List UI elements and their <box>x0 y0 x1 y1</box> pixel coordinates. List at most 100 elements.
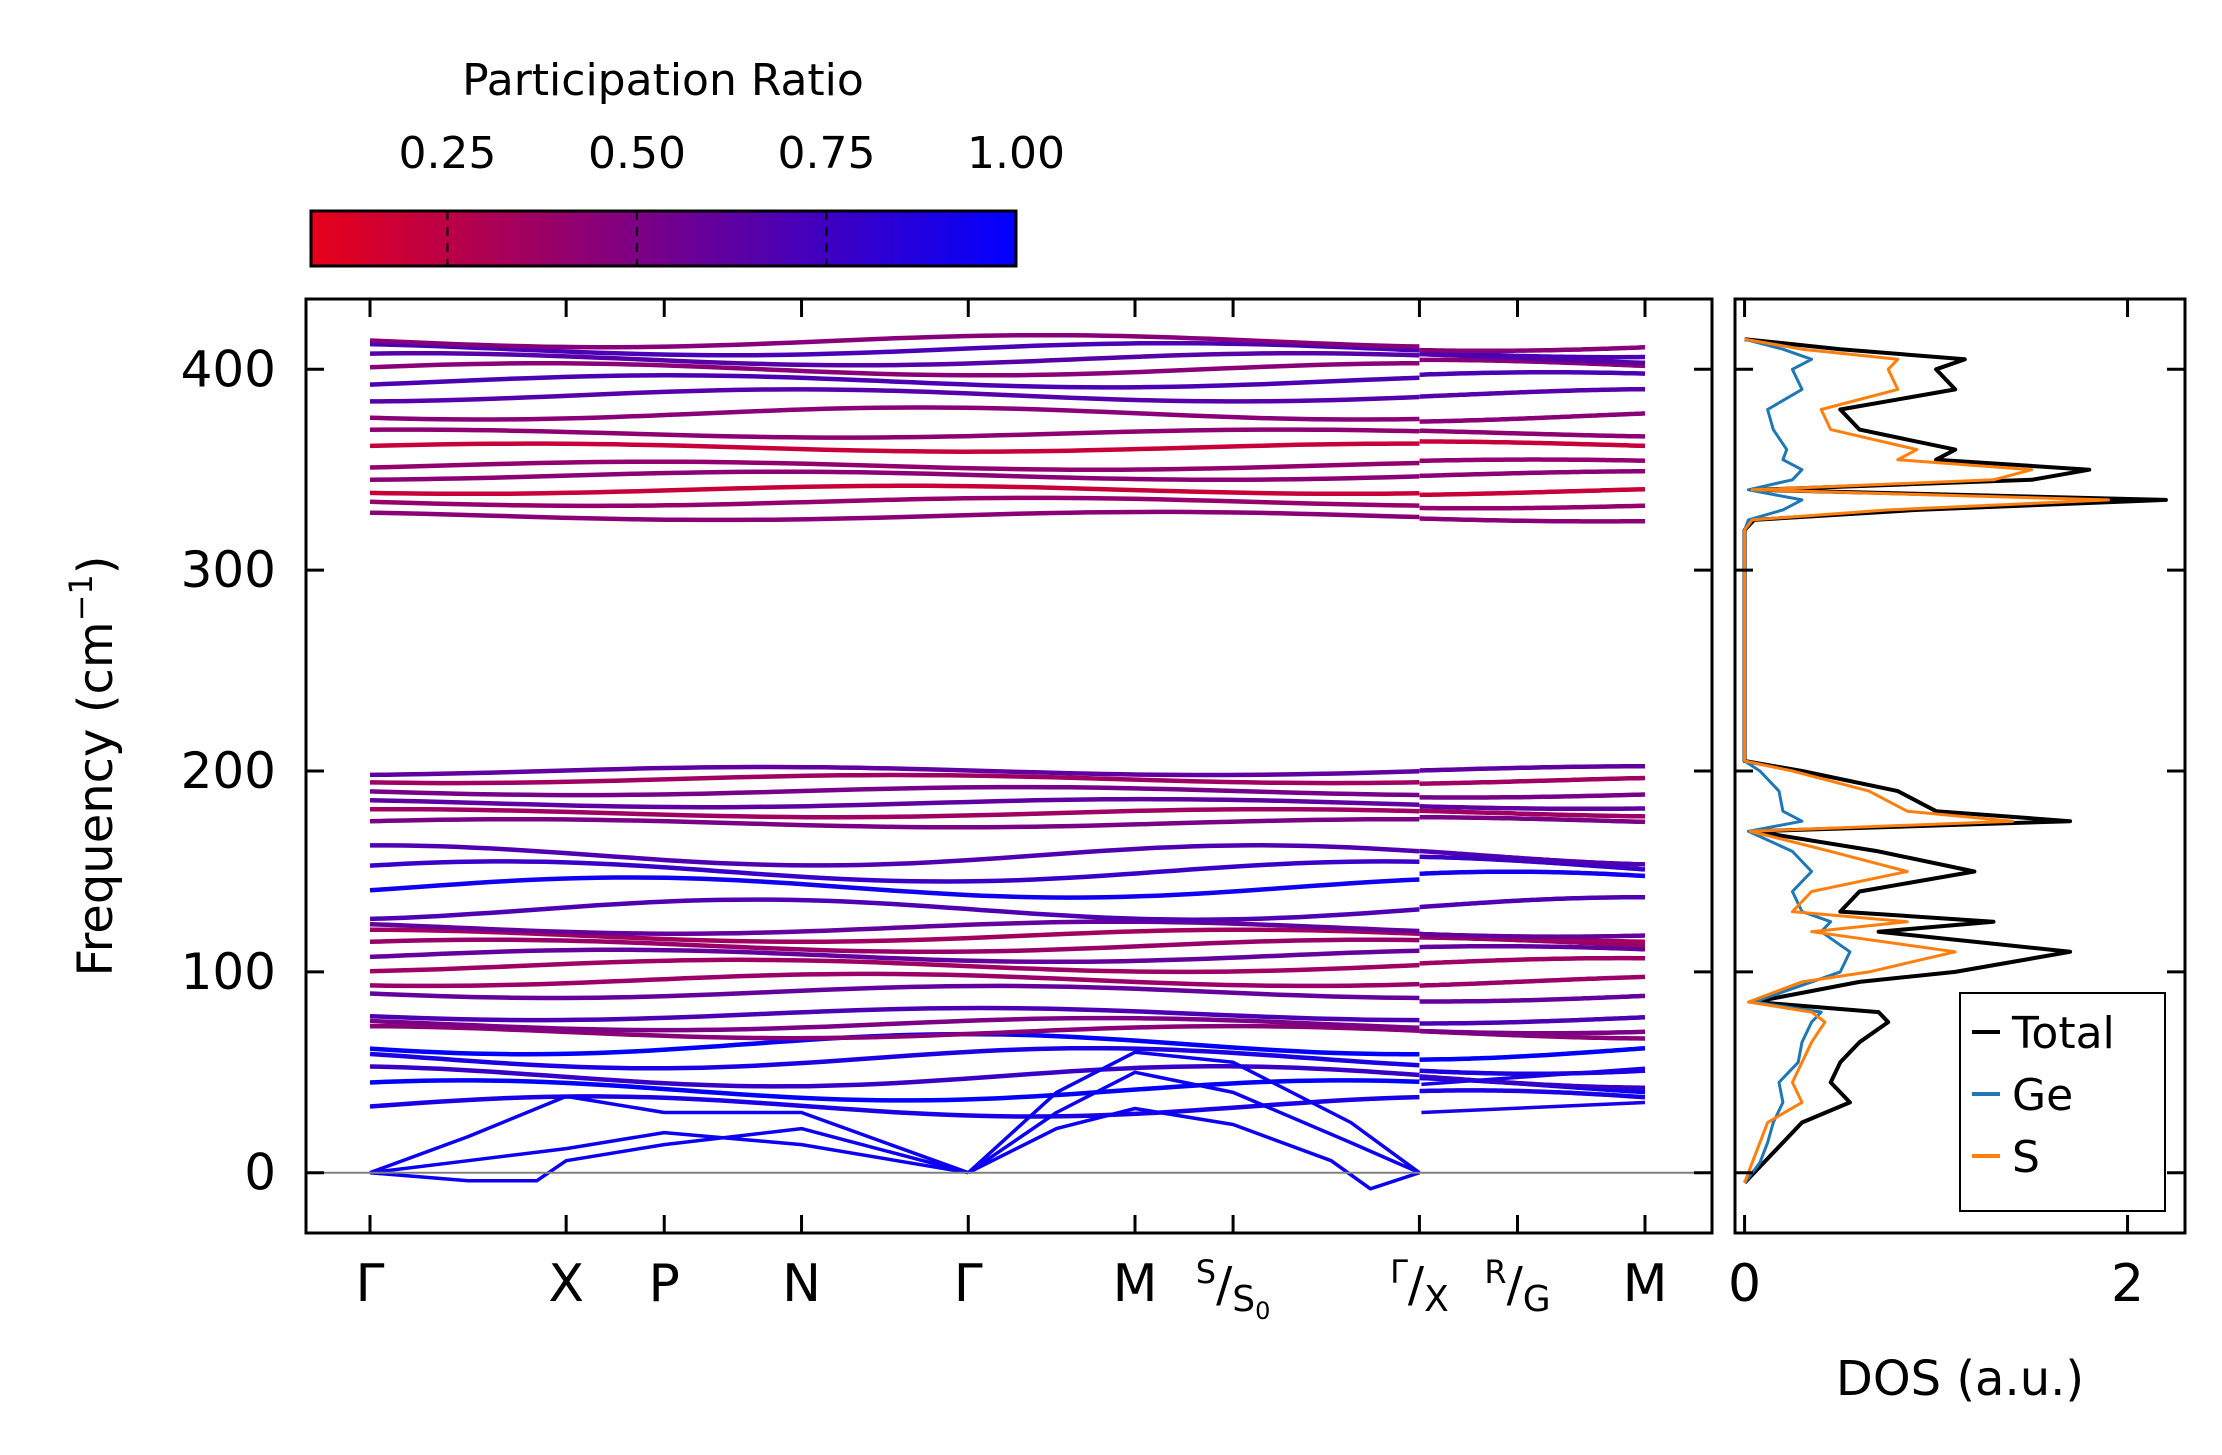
band-x-axis: Γ X P N Γ M S/S0 Γ/X R/G M <box>356 299 1668 1325</box>
acoustic-branch <box>967 1050 1421 1175</box>
phonon-band <box>369 483 1420 497</box>
kpoint-label: R/G <box>1484 1253 1550 1320</box>
phonon-band <box>1419 370 1646 377</box>
phonon-band <box>1419 1074 1645 1090</box>
band-lines <box>369 332 1646 1191</box>
acoustic-branch <box>967 1106 1420 1191</box>
acoustic-branch <box>369 1130 969 1175</box>
kpoint-label: M <box>1113 1254 1158 1314</box>
legend-box <box>1959 992 2166 1212</box>
phonon-band <box>370 843 1420 868</box>
phonon-band <box>369 897 1420 922</box>
dos-series-ge <box>1743 337 1852 1184</box>
phonon-band <box>369 405 1420 422</box>
phonon-band <box>369 947 1420 965</box>
phonon-band <box>1419 350 1645 360</box>
acoustic-branch <box>369 1126 969 1183</box>
phonon-band <box>1419 848 1646 867</box>
phonon-band <box>1419 428 1645 439</box>
kpoint-label: X <box>548 1254 584 1314</box>
band-axes-frame <box>304 297 1714 1235</box>
kpoint-label: N <box>782 1254 821 1314</box>
band-y-axis-label: Frequency (cm−1) <box>62 555 124 976</box>
colorbar-gradient <box>309 209 1018 268</box>
phonon-band <box>369 919 1420 936</box>
phonon-band <box>1419 487 1646 498</box>
phonon-band <box>369 361 1420 378</box>
phonon-band <box>369 1015 1420 1033</box>
phonon-band <box>1419 1014 1646 1026</box>
phonon-band <box>369 859 1420 884</box>
kpoint-label: S/S0 <box>1196 1253 1271 1325</box>
kpoint-label: M <box>1623 1254 1668 1314</box>
phonon-band <box>1419 854 1646 872</box>
dos-legend: Total Ge S <box>1959 992 2166 1212</box>
phonon-band <box>369 459 1420 472</box>
colorbar-tick-label: 0.75 <box>777 128 875 179</box>
phonon-band <box>369 816 1420 830</box>
phonon-band <box>369 387 1420 404</box>
band-y-tick-label: 400 <box>181 340 276 398</box>
phonon-band <box>369 509 1420 523</box>
phonon-band <box>1419 814 1646 825</box>
dos-x-tick-label: 2 <box>2111 1254 2144 1314</box>
phonon-band <box>369 784 1420 798</box>
phonon-band <box>1419 469 1645 479</box>
phonon-band <box>369 373 1420 390</box>
phonon-band <box>1419 439 1646 449</box>
phonon-band <box>1419 943 1646 952</box>
legend-label: S <box>2012 1132 2040 1183</box>
colorbar-tick-label: 0.50 <box>588 128 686 179</box>
phonon-band <box>369 441 1420 454</box>
phonon-band <box>1419 411 1646 424</box>
phonon-band <box>1419 955 1645 966</box>
phonon-band <box>369 875 1420 900</box>
dos-x-axis-label: DOS (a.u.) <box>1836 1351 2084 1407</box>
phonon-band <box>369 332 1420 350</box>
phonon-band <box>1419 1028 1646 1036</box>
phonon-band <box>1419 457 1646 464</box>
colorbar-tick-label: 1.00 <box>967 128 1065 179</box>
kpoint-label: Γ <box>356 1254 385 1314</box>
dos-series-s <box>1743 337 2110 1184</box>
phonon-band <box>369 1094 1420 1119</box>
phonon-band <box>369 927 1420 945</box>
phonon-band <box>1421 1066 1646 1087</box>
phonon-band <box>1419 386 1645 399</box>
phonon-band <box>369 469 1420 483</box>
acoustic-branch <box>369 1094 969 1175</box>
band-y-tick-label: 200 <box>181 742 276 800</box>
phonon-band <box>369 983 1420 1001</box>
phonon-band <box>1421 1100 1646 1115</box>
phonon-band <box>1419 345 1646 354</box>
band-y-tick-label: 300 <box>181 541 276 599</box>
phonon-band <box>1419 808 1646 819</box>
phonon-band <box>369 340 1420 358</box>
phonon-band <box>369 937 1420 955</box>
phonon-band <box>1419 1046 1646 1062</box>
phonon-band <box>369 957 1420 975</box>
phonon-band <box>1419 974 1646 988</box>
phonon-band <box>1419 931 1646 939</box>
phonon-band <box>369 971 1420 989</box>
phonon-band <box>1419 1088 1646 1100</box>
dos-lines <box>1742 337 2168 1185</box>
band-y-axis: 0 100 200 300 400 <box>181 340 1712 1202</box>
phonon-band <box>1419 503 1646 511</box>
phonon-band <box>369 1045 1420 1071</box>
phonon-band <box>369 350 1420 368</box>
phonon-band <box>369 427 1420 440</box>
dos-axes-frame <box>1733 297 2187 1235</box>
band-y-tick-label: 100 <box>181 943 276 1001</box>
phonon-band <box>369 495 1420 509</box>
colorbar-tick-label: 0.25 <box>398 128 496 179</box>
phonon-band <box>369 772 1420 786</box>
colorbar-ticks: 0.25 0.50 0.75 1.00 <box>398 128 1065 266</box>
band-panel: 0 100 200 300 400 Γ X P N Γ M S/S0 Γ/X R/G M Frequenc… <box>62 297 1714 1325</box>
phonon-band <box>1419 792 1646 800</box>
phonon-band <box>369 1078 1420 1103</box>
phonon-band <box>370 806 1420 820</box>
